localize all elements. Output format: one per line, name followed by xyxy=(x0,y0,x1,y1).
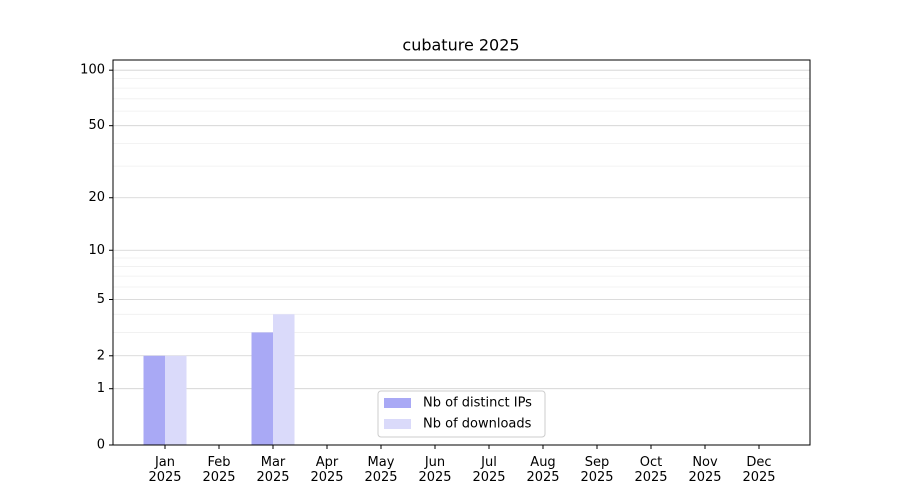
x-tick-month: Sep xyxy=(585,455,610,470)
y-tick-label: 0 xyxy=(97,438,105,453)
x-tick-month: Jan xyxy=(154,455,175,470)
x-tick-month: Apr xyxy=(316,455,339,470)
legend-swatch xyxy=(384,419,411,429)
x-tick-year: 2025 xyxy=(310,470,343,485)
plot-frame xyxy=(112,59,811,446)
x-tick-month: Jun xyxy=(424,455,445,470)
x-tick-month: Aug xyxy=(530,455,555,470)
x-tick-year: 2025 xyxy=(742,470,775,485)
x-tick-year: 2025 xyxy=(634,470,667,485)
y-tick-label: 50 xyxy=(88,118,105,133)
x-tick-year: 2025 xyxy=(256,470,289,485)
y-tick-label: 100 xyxy=(80,63,105,78)
x-tick-month: Nov xyxy=(692,455,718,470)
chart-title: cubature 2025 xyxy=(402,36,519,55)
x-tick-label: Nov 2025 xyxy=(688,455,721,485)
x-tick-year: 2025 xyxy=(526,470,559,485)
bar xyxy=(251,332,273,445)
x-tick-label: Jan 2025 xyxy=(148,455,181,485)
legend-box xyxy=(377,390,546,438)
x-tick-label: May 2025 xyxy=(364,455,397,485)
legend-label: Nb of downloads xyxy=(423,417,532,432)
x-tick-month: May xyxy=(368,455,395,470)
x-tick-year: 2025 xyxy=(472,470,505,485)
x-tick-label: Aug 2025 xyxy=(526,455,559,485)
x-tick-year: 2025 xyxy=(418,470,451,485)
x-tick-label: Sep 2025 xyxy=(580,455,613,485)
x-tick-label: Mar 2025 xyxy=(256,455,289,485)
x-tick-month: Jul xyxy=(480,455,497,470)
legend-label: Nb of distinct IPs xyxy=(423,396,532,411)
x-tick-year: 2025 xyxy=(148,470,181,485)
x-tick-year: 2025 xyxy=(364,470,397,485)
x-tick-year: 2025 xyxy=(580,470,613,485)
y-tick-label: 10 xyxy=(88,243,105,258)
x-tick-month: Dec xyxy=(746,455,771,470)
y-tick-label: 5 xyxy=(97,292,105,307)
x-tick-label: Apr 2025 xyxy=(310,455,343,485)
x-tick-label: Jul 2025 xyxy=(472,455,505,485)
x-tick-label: Oct 2025 xyxy=(634,455,667,485)
y-tick-label: 1 xyxy=(97,381,105,396)
y-tick-label: 2 xyxy=(97,348,105,363)
x-tick-label: Jun 2025 xyxy=(418,455,451,485)
x-tick-label: Dec 2025 xyxy=(742,455,775,485)
x-tick-month: Oct xyxy=(640,455,662,470)
bar xyxy=(143,355,165,445)
bar xyxy=(165,355,187,445)
y-tick-label: 20 xyxy=(88,190,105,205)
x-tick-year: 2025 xyxy=(202,470,235,485)
x-tick-month: Mar xyxy=(261,455,286,470)
x-tick-label: Feb 2025 xyxy=(202,455,235,485)
x-tick-month: Feb xyxy=(207,455,230,470)
x-tick-year: 2025 xyxy=(688,470,721,485)
legend-swatch xyxy=(384,398,411,408)
bar xyxy=(273,314,295,445)
